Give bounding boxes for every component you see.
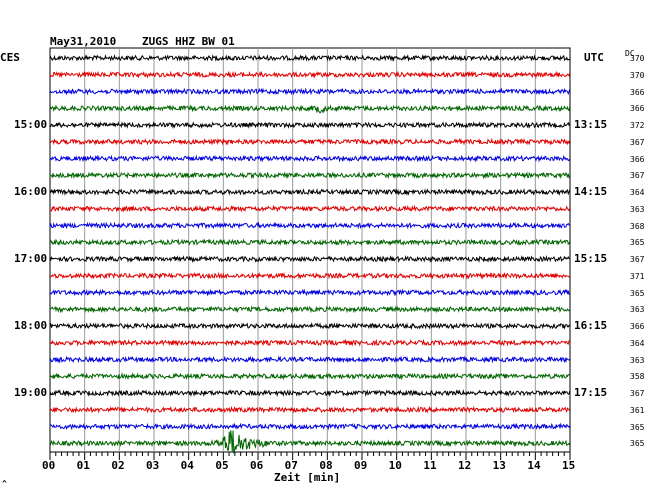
x-tick-label: 12: [458, 459, 472, 472]
x-tick-label: 08: [319, 459, 333, 472]
x-tick-label: 06: [250, 459, 264, 472]
left-hour-label: 15:00: [14, 118, 48, 131]
x-tick-label: 09: [354, 459, 368, 472]
record-date: May31,2010: [50, 35, 117, 48]
left-hour-label: 17:00: [14, 252, 48, 265]
dc-offset-label: 364: [630, 188, 645, 197]
trace-12: [49, 238, 571, 247]
trace-17: [49, 321, 571, 331]
x-tick-label: 01: [76, 459, 90, 472]
trace-1: [49, 53, 571, 62]
dc-offset-label: 365: [630, 288, 645, 298]
right-timezone: UTC: [584, 51, 604, 64]
corner-mark: ^: [2, 479, 7, 488]
x-axis-title: Zeit [min]: [274, 471, 341, 484]
x-tick-label: 11: [423, 459, 437, 472]
x-tick-label: 04: [180, 459, 194, 472]
dc-header: DC: [625, 49, 635, 58]
dc-offset-label: 358: [630, 372, 645, 382]
dc-offset-label: 370: [630, 70, 645, 80]
dc-offset-label: 367: [630, 255, 645, 264]
trace-9: [49, 187, 571, 197]
x-tick-label: 14: [527, 459, 541, 472]
x-tick-label: 13: [492, 459, 506, 472]
x-tick-label: 07: [284, 459, 298, 472]
dc-offset-label: 363: [630, 305, 645, 315]
dc-offset-label: 364: [630, 338, 645, 348]
dc-offset-label: 370: [630, 54, 645, 63]
trace-24: [49, 430, 571, 454]
trace-16: [49, 305, 571, 314]
trace-11: [49, 221, 571, 230]
station-name: ZUGS HHZ BW 01: [142, 35, 235, 48]
dc-offset-label: 367: [630, 389, 645, 398]
dc-offset-label: 366: [630, 104, 645, 114]
trace-13: [49, 254, 571, 264]
dc-offset-label: 368: [630, 221, 645, 231]
dc-offset-label: 365: [630, 238, 645, 248]
trace-22: [49, 405, 571, 414]
x-tick-label: 03: [146, 459, 160, 472]
trace-15: [49, 288, 571, 297]
dc-offset-label: 365: [630, 422, 645, 432]
right-hour-label: 13:15: [574, 118, 608, 131]
trace-4: [49, 104, 571, 114]
dc-offset-label: 361: [630, 405, 645, 415]
trace-23: [49, 422, 571, 431]
trace-3: [49, 87, 571, 96]
dc-offset-label: 366: [630, 154, 645, 164]
right-hour-label: 17:15: [574, 386, 608, 399]
dc-offset-label: 371: [630, 271, 645, 281]
right-hour-label: 16:15: [574, 319, 608, 332]
trace-8: [49, 171, 571, 180]
dc-offset-label: 367: [630, 171, 645, 181]
dc-offset-label: 366: [630, 322, 645, 331]
trace-19: [49, 355, 571, 364]
right-hour-label: 14:15: [574, 185, 608, 198]
dc-offset-label: 363: [630, 204, 645, 214]
trace-20: [49, 372, 571, 381]
left-hour-label: 19:00: [14, 386, 48, 399]
trace-21: [49, 389, 571, 398]
dc-offset-label: 367: [630, 137, 645, 147]
trace-18: [49, 338, 571, 347]
dc-offset-label: 366: [630, 87, 645, 97]
right-hour-label: 15:15: [574, 252, 608, 265]
x-tick-label: 00: [42, 459, 56, 472]
left-hour-label: 16:00: [14, 185, 48, 198]
trace-6: [49, 137, 571, 146]
x-tick-label: 10: [388, 459, 402, 472]
trace-10: [49, 204, 571, 213]
trace-5: [49, 121, 571, 130]
trace-14: [49, 271, 570, 280]
trace-2: [49, 70, 571, 79]
trace-7: [49, 154, 571, 163]
dc-offset-label: 363: [630, 355, 645, 365]
dc-offset-label: 372: [630, 121, 645, 130]
left-hour-label: 18:00: [14, 319, 48, 332]
dc-offset-label: 365: [630, 439, 645, 449]
x-tick-label: 15: [562, 459, 576, 472]
x-tick-label: 05: [215, 459, 229, 472]
x-tick-label: 02: [111, 459, 125, 472]
left-timezone: CES: [0, 51, 20, 64]
